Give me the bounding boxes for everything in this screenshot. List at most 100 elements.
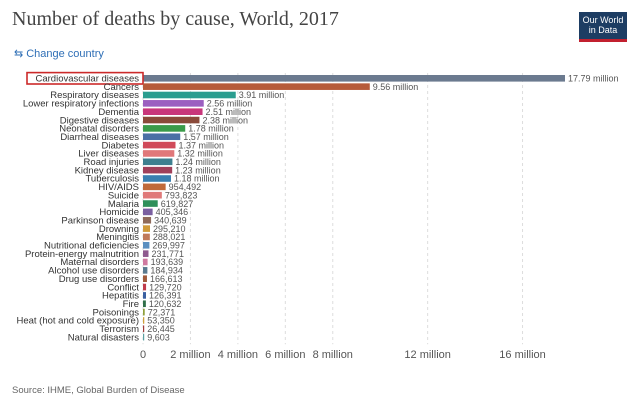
x-tick-label: 4 million	[218, 349, 258, 361]
value-label: 619,827	[161, 199, 194, 209]
value-label: 193,639	[151, 257, 184, 267]
page-title: Number of deaths by cause, World, 2017	[12, 8, 339, 30]
bar[interactable]	[143, 91, 236, 99]
swap-arrows-icon: ⇆	[14, 48, 24, 60]
bar[interactable]	[143, 150, 175, 157]
category-label: Drug use disorders	[59, 274, 140, 285]
value-label: 231,771	[151, 249, 184, 259]
category-label: Nutritional deficiencies	[44, 241, 139, 252]
change-country-button[interactable]: ⇆ Change country	[14, 47, 104, 60]
x-tick-label: 8 million	[313, 349, 353, 361]
logo-line-2: in Data	[588, 25, 618, 35]
bar[interactable]	[143, 166, 173, 174]
change-country-label: Change country	[26, 48, 104, 60]
category-label: Parkinson disease	[61, 215, 139, 226]
value-label: 184,934	[150, 266, 183, 276]
bar[interactable]	[143, 141, 176, 149]
bar[interactable]	[143, 242, 150, 249]
source-note: Source: IHME, Global Burden of Disease	[12, 385, 185, 396]
bar[interactable]	[143, 216, 152, 224]
value-label: 129,720	[149, 282, 182, 292]
value-label: 26,445	[147, 324, 175, 334]
value-label: 1.18 million	[174, 174, 220, 184]
category-label: Meningitis	[96, 232, 139, 243]
value-label: 1.32 million	[177, 149, 223, 159]
bar[interactable]	[143, 317, 145, 324]
value-label: 2.56 million	[207, 99, 253, 109]
value-label: 1.37 million	[178, 140, 224, 150]
category-label: Tuberculosis	[85, 174, 139, 185]
bar[interactable]	[143, 208, 153, 216]
value-label: 2.38 million	[202, 115, 248, 125]
category-label: Conflict	[107, 282, 139, 293]
bar[interactable]	[143, 308, 145, 316]
value-label: 1.78 million	[188, 124, 234, 134]
category-label: Drowning	[99, 224, 139, 235]
category-label: Suicide	[108, 190, 139, 201]
bar[interactable]	[143, 133, 181, 141]
value-label: 72,371	[148, 307, 176, 317]
bar[interactable]	[143, 267, 148, 274]
bar[interactable]	[143, 191, 162, 199]
category-label: Liver diseases	[78, 149, 139, 160]
value-label: 1.57 million	[183, 132, 229, 142]
value-label: 340,639	[154, 215, 187, 225]
value-label: 288,021	[153, 232, 186, 242]
category-label: Alcohol use disorders	[48, 266, 139, 277]
category-label: Heat (hot and cold exposure)	[16, 316, 139, 327]
category-label: Digestive diseases	[60, 115, 139, 126]
bar[interactable]	[143, 283, 147, 291]
logo-line-1: Our World	[582, 15, 624, 25]
value-label: 3.91 million	[239, 90, 285, 100]
highlight-box	[26, 71, 144, 85]
bar[interactable]	[143, 233, 150, 241]
owid-logo[interactable]: Our World in Data	[579, 12, 627, 42]
value-label: 405,346	[156, 207, 189, 217]
bar[interactable]	[143, 125, 186, 132]
bar[interactable]	[143, 175, 171, 182]
bar[interactable]	[143, 200, 158, 207]
value-label: 793,823	[165, 190, 198, 200]
bar[interactable]	[143, 158, 173, 166]
category-label: Road injuries	[84, 157, 140, 168]
category-label: HIV/AIDS	[98, 182, 139, 193]
bar[interactable]	[143, 75, 565, 82]
category-label: Lower respiratory infections	[23, 99, 139, 110]
category-label: Poisonings	[93, 307, 140, 318]
category-label: Neonatal disorders	[59, 124, 139, 135]
category-label: Diarrheal diseases	[60, 132, 139, 143]
category-label: Cardiovascular diseases	[36, 74, 140, 85]
category-label: Diabetes	[102, 140, 140, 151]
bar[interactable]	[143, 275, 147, 282]
bar[interactable]	[143, 292, 146, 299]
category-label: Cancers	[104, 82, 140, 93]
x-tick-label: 2 million	[170, 349, 210, 361]
bar[interactable]	[143, 258, 148, 266]
category-label: Fire	[123, 299, 139, 310]
value-label: 17.79 million	[568, 74, 619, 84]
bar[interactable]	[143, 225, 151, 232]
bar[interactable]	[143, 250, 149, 257]
bar[interactable]	[143, 300, 146, 308]
value-label: 2.51 million	[206, 107, 252, 117]
bar[interactable]	[143, 325, 145, 333]
category-label: Malaria	[108, 199, 140, 210]
category-label: Protein-energy malnutrition	[25, 249, 139, 260]
value-label: 126,391	[149, 291, 182, 301]
bar[interactable]	[143, 116, 200, 124]
value-label: 9,603	[147, 332, 170, 342]
value-label: 166,613	[150, 274, 183, 284]
bar[interactable]	[143, 100, 204, 107]
bar[interactable]	[143, 108, 203, 115]
value-label: 954,492	[169, 182, 202, 192]
bar[interactable]	[143, 183, 166, 191]
category-label: Dementia	[98, 107, 139, 118]
bar[interactable]	[143, 333, 145, 341]
category-label: Terrorism	[99, 324, 139, 335]
bar[interactable]	[143, 83, 370, 90]
category-label: Respiratory diseases	[50, 90, 139, 101]
category-label: Natural disasters	[68, 332, 140, 343]
value-label: 9.56 million	[373, 82, 419, 92]
